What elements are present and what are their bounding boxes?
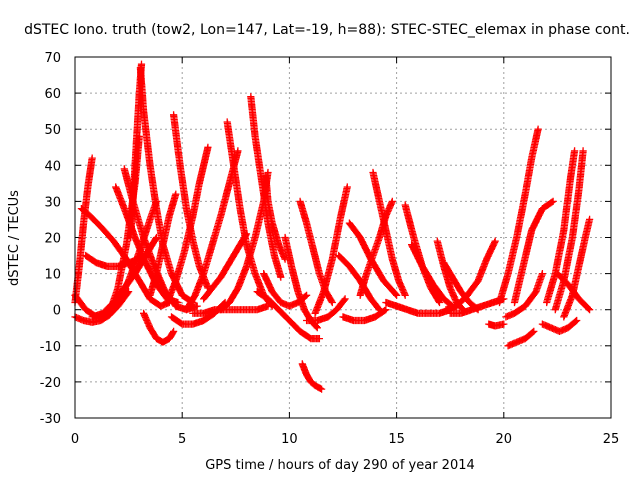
series-markers [382, 298, 454, 317]
y-tick-label: 30 [44, 195, 61, 210]
series-pass-41 [442, 237, 499, 314]
y-tick-label: 10 [44, 268, 61, 283]
series-pass-15 [163, 143, 212, 307]
series-markers [504, 327, 538, 350]
series-markers [127, 60, 146, 242]
series-markers [551, 147, 587, 314]
series-pass-11 [136, 64, 197, 307]
series-pass-50 [551, 147, 587, 314]
x-tick-label: 0 [71, 432, 79, 447]
series-markers [163, 143, 212, 307]
series-markers [345, 219, 401, 299]
x-axis-label: GPS time / hours of day 290 of year 2014 [205, 458, 475, 473]
series-pass-28 [298, 360, 326, 393]
y-tick-label: -10 [40, 340, 61, 355]
x-tick-label: 10 [281, 432, 298, 447]
series-markers [408, 241, 456, 310]
series-pass-30 [303, 295, 349, 325]
series-pass-49 [543, 147, 579, 307]
series-markers [502, 270, 546, 321]
series-markers [296, 197, 336, 307]
series-markers [253, 288, 323, 343]
series-pass-13 [146, 190, 180, 299]
series-markers [510, 197, 557, 307]
y-tick-label: 20 [44, 232, 61, 247]
series-pass-45 [495, 125, 542, 307]
series-pass-23 [262, 172, 289, 263]
series-pass-52 [553, 270, 594, 314]
series-pass-37 [382, 298, 454, 317]
y-tick-label: 0 [53, 304, 61, 319]
series-pass-44 [502, 270, 546, 321]
series-pass-26 [253, 288, 323, 343]
x-tick-label: 25 [603, 432, 620, 447]
chart-title: dSTEC Iono. truth (tow2, Lon=147, Lat=-1… [24, 22, 630, 38]
series-markers [262, 172, 289, 263]
series-pass-29 [311, 183, 351, 317]
series-markers [136, 64, 197, 307]
y-tick-label: 40 [44, 159, 61, 174]
series-pass-27 [296, 197, 336, 307]
series-markers [485, 320, 508, 330]
series-markers [560, 215, 594, 321]
series-pass-38 [408, 241, 456, 310]
plot-frame [74, 56, 612, 419]
series-markers [553, 270, 594, 314]
series-markers [442, 237, 499, 314]
x-tick-label: 15 [388, 432, 405, 447]
series-pass-35 [345, 219, 401, 299]
series-markers [189, 302, 272, 317]
series-pass-46 [504, 327, 538, 350]
x-tick-label: 20 [496, 432, 513, 447]
y-axis-label: dSTEC / TECUs [7, 190, 22, 286]
y-tick-label: 50 [44, 123, 61, 138]
series-markers [298, 360, 326, 393]
y-tick-label: 70 [44, 51, 61, 66]
series-pass-32 [339, 306, 390, 325]
series-pass-51 [560, 215, 594, 321]
series-markers [543, 147, 579, 307]
series-pass-22 [189, 302, 272, 317]
y-tick-label: -20 [40, 376, 61, 391]
series-pass-48 [538, 316, 581, 335]
series-pass-43 [485, 320, 508, 330]
series-markers [146, 190, 180, 299]
series-markers [140, 309, 178, 346]
series-markers [303, 295, 349, 325]
plot-area [71, 60, 594, 393]
series-pass-12 [140, 309, 178, 346]
series-pass-10 [127, 60, 146, 242]
series-markers [369, 168, 409, 299]
series-markers [495, 125, 542, 307]
series-markers [311, 183, 351, 317]
x-tick-label: 5 [178, 432, 186, 447]
y-tick-label: -30 [40, 412, 61, 427]
series-markers [538, 316, 581, 335]
series-pass-47 [510, 197, 557, 307]
series-markers [339, 306, 390, 325]
y-tick-label: 60 [44, 87, 61, 102]
series-pass-34 [369, 168, 409, 299]
